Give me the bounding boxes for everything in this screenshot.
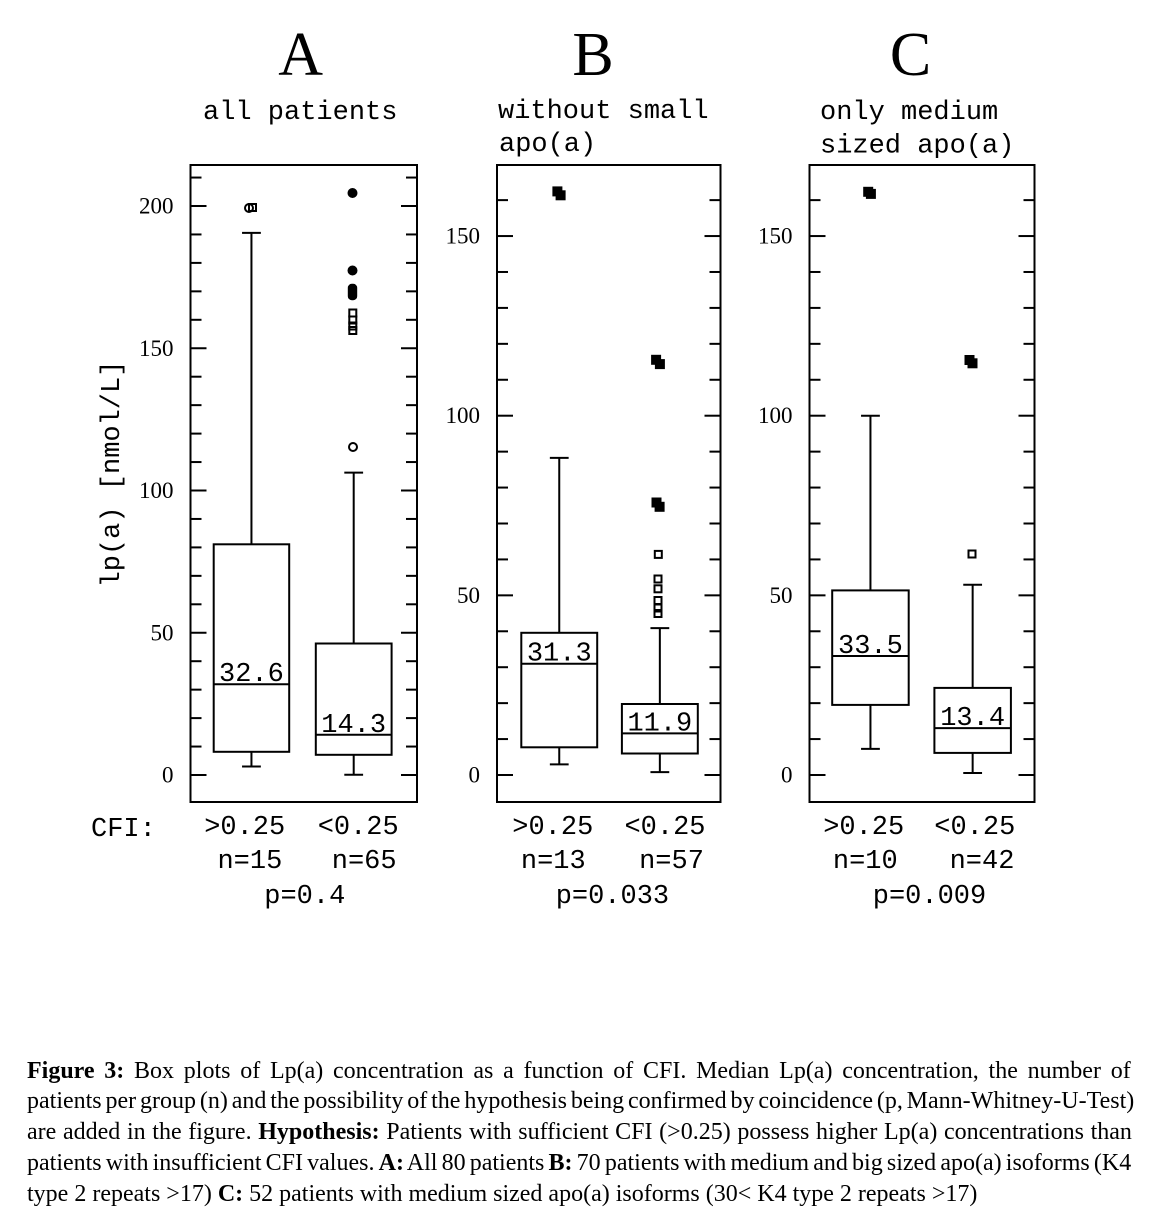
svg-text:33.5: 33.5 bbox=[838, 632, 903, 662]
svg-text:31.3: 31.3 bbox=[527, 640, 592, 670]
svg-text:sized apo(a): sized apo(a) bbox=[820, 132, 1014, 162]
svg-text:n=57: n=57 bbox=[639, 847, 704, 877]
svg-text:150: 150 bbox=[758, 224, 793, 249]
svg-text:100: 100 bbox=[758, 403, 793, 428]
svg-text:C: C bbox=[890, 21, 931, 89]
svg-text:50: 50 bbox=[457, 583, 480, 608]
svg-text:p=0.4: p=0.4 bbox=[264, 882, 345, 912]
svg-text:A: A bbox=[278, 21, 323, 89]
svg-text:lp(a) [nmol/L]: lp(a) [nmol/L] bbox=[98, 361, 128, 588]
svg-text:n=10: n=10 bbox=[833, 847, 898, 877]
svg-text:13.4: 13.4 bbox=[940, 704, 1005, 734]
svg-text:CFI:: CFI: bbox=[91, 815, 156, 845]
svg-text:<0.25: <0.25 bbox=[934, 813, 1015, 843]
svg-text:n=13: n=13 bbox=[521, 847, 586, 877]
svg-text:200: 200 bbox=[139, 194, 174, 219]
svg-text:0: 0 bbox=[781, 763, 793, 788]
svg-text:apo(a): apo(a) bbox=[499, 130, 596, 160]
svg-text:>0.25: >0.25 bbox=[512, 813, 593, 843]
svg-text:50: 50 bbox=[151, 620, 174, 645]
svg-text:only medium: only medium bbox=[820, 98, 998, 128]
svg-text:B: B bbox=[572, 21, 613, 89]
svg-text:32.6: 32.6 bbox=[219, 660, 284, 690]
svg-text:0: 0 bbox=[162, 763, 174, 788]
svg-text:100: 100 bbox=[139, 478, 174, 503]
svg-text:<0.25: <0.25 bbox=[318, 813, 399, 843]
svg-text:50: 50 bbox=[770, 583, 793, 608]
svg-text:all patients: all patients bbox=[203, 98, 397, 128]
svg-text:150: 150 bbox=[139, 336, 174, 361]
svg-text:p=0.009: p=0.009 bbox=[873, 882, 986, 912]
svg-text:>0.25: >0.25 bbox=[204, 813, 285, 843]
svg-text:>0.25: >0.25 bbox=[823, 813, 904, 843]
svg-text:p=0.033: p=0.033 bbox=[556, 882, 669, 912]
svg-text:n=65: n=65 bbox=[332, 847, 397, 877]
svg-text:150: 150 bbox=[446, 224, 481, 249]
svg-text:11.9: 11.9 bbox=[627, 709, 692, 739]
svg-text:0: 0 bbox=[469, 763, 481, 788]
svg-text:n=42: n=42 bbox=[950, 847, 1015, 877]
svg-text:without small: without small bbox=[498, 97, 709, 127]
svg-text:n=15: n=15 bbox=[217, 847, 282, 877]
svg-text:100: 100 bbox=[446, 403, 481, 428]
svg-text:<0.25: <0.25 bbox=[624, 813, 705, 843]
svg-text:14.3: 14.3 bbox=[321, 711, 386, 741]
